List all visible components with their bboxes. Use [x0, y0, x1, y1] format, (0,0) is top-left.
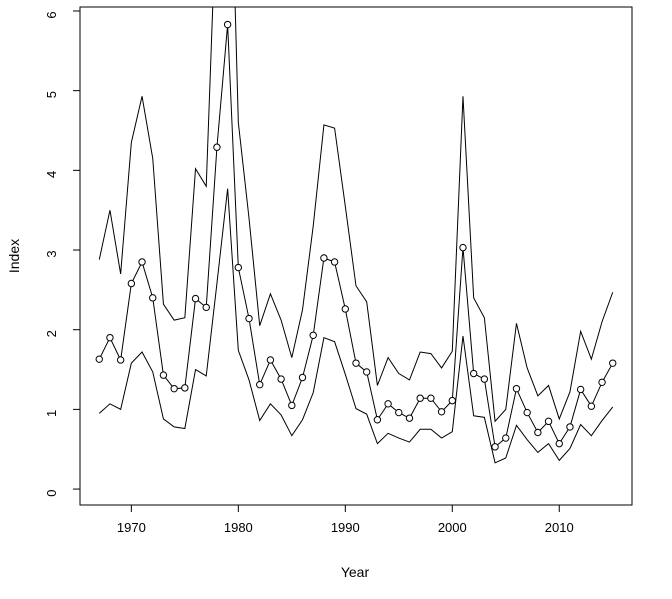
data-point [362, 368, 371, 376]
y-tick-label: 5 [44, 91, 59, 98]
x-tick-label: 2010 [545, 520, 574, 535]
data-point [384, 400, 392, 408]
data-point [330, 258, 339, 266]
y-tick-label: 1 [44, 410, 59, 417]
data-point [534, 428, 542, 437]
data-point [298, 373, 307, 382]
data-point [106, 333, 114, 342]
data-point [181, 384, 189, 392]
plot-frame [79, 6, 633, 506]
data-point [609, 359, 617, 367]
data-point [266, 356, 275, 364]
y-tick-label: 6 [44, 11, 59, 18]
data-point [288, 401, 296, 410]
data-point [587, 402, 596, 410]
y-axis-label: Index [6, 239, 22, 273]
series-line-2 [98, 188, 614, 464]
data-point [544, 417, 553, 426]
data-point [223, 20, 232, 29]
data-point [149, 294, 157, 302]
data-point [491, 443, 499, 451]
data-point [127, 279, 136, 288]
data-point [95, 355, 103, 363]
series-line-0 [98, 24, 614, 448]
data-point [566, 423, 574, 431]
data-point [191, 294, 200, 303]
data-point [427, 394, 435, 402]
x-axis-label: Year [341, 564, 370, 580]
data-point [138, 258, 146, 266]
data-point [309, 331, 317, 339]
data-point [512, 384, 521, 393]
data-point [234, 263, 243, 272]
data-point [469, 369, 478, 378]
data-point [373, 416, 382, 424]
data-point [395, 408, 403, 417]
x-tick-label: 2000 [438, 520, 467, 535]
data-point [502, 434, 510, 442]
x-tick-label: 1990 [331, 520, 360, 535]
data-point [598, 378, 606, 386]
data-point [405, 414, 414, 422]
data-point [202, 303, 210, 312]
data-point [245, 314, 253, 323]
data-point [448, 396, 456, 405]
data-point [437, 408, 446, 416]
data-point [555, 439, 563, 448]
data-point [256, 380, 264, 389]
y-tick-label: 0 [44, 489, 59, 496]
data-point [416, 394, 424, 402]
series-line-1 [98, 7, 614, 423]
data-point [523, 408, 531, 417]
y-tick-label: 3 [44, 250, 59, 257]
data-point [213, 143, 221, 151]
data-point [170, 384, 178, 393]
data-point [116, 356, 125, 364]
x-axis: 1970 1980 1990 2000 2010 [117, 505, 574, 535]
data-point [159, 371, 168, 379]
y-tick-label: 4 [44, 171, 59, 178]
data-point [459, 243, 467, 252]
y-tick-label: 2 [44, 330, 59, 337]
x-tick-label: 1970 [117, 520, 146, 535]
data-point [576, 385, 585, 394]
data-point [320, 254, 328, 262]
series-layer [95, 7, 617, 464]
x-tick-label: 1980 [224, 520, 253, 535]
data-point [277, 375, 285, 383]
data-point [341, 305, 350, 313]
y-axis: 0 1 2 3 4 5 6 [44, 10, 80, 497]
data-point [352, 359, 360, 367]
data-point [480, 375, 489, 383]
